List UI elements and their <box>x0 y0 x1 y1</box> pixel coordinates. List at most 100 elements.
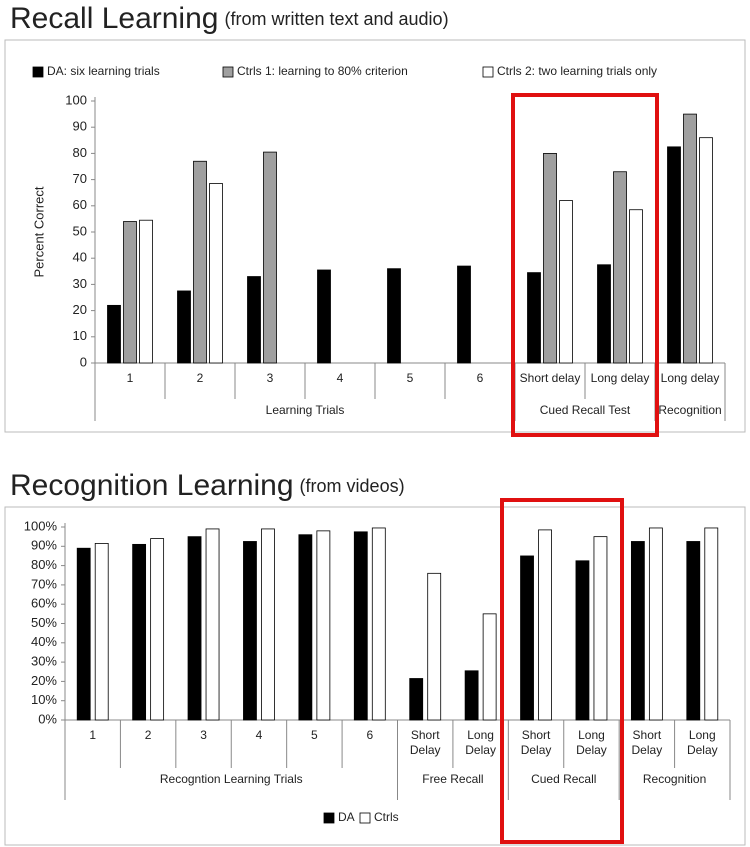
legend-label: Ctrls 2: two learning trials only <box>497 64 657 78</box>
bar <box>387 268 401 364</box>
bar <box>94 543 109 721</box>
group-label: Recognition <box>658 403 721 417</box>
group-label: Recogntion Learning Trials <box>160 772 303 786</box>
bar <box>686 541 701 721</box>
bar <box>247 276 261 364</box>
legend-swatch <box>323 812 335 824</box>
bar <box>482 613 497 721</box>
bar <box>177 290 191 364</box>
legend-label: Ctrls 1: learning to 80% criterion <box>237 64 408 78</box>
bar <box>123 221 137 364</box>
bar <box>193 160 207 364</box>
group-label: Recognition <box>643 772 706 786</box>
x-tick-label: 3 <box>200 728 207 742</box>
bar <box>520 555 534 721</box>
title-sub: (from written text and audio) <box>224 9 448 29</box>
bar <box>593 536 608 721</box>
legend-swatch <box>222 66 234 78</box>
x-tick-label: Short Delay <box>520 728 552 757</box>
y-tick-label: 10 <box>73 328 87 343</box>
y-tick-label: 80 <box>73 145 87 160</box>
bar <box>132 543 147 721</box>
bar <box>699 137 713 364</box>
bar <box>243 541 257 721</box>
y-tick-label: 10% <box>31 692 57 707</box>
bar <box>139 219 153 364</box>
y-tick-label: 0% <box>38 711 57 726</box>
bar <box>559 200 573 364</box>
bar <box>187 536 202 721</box>
bar <box>261 528 275 721</box>
x-tick-label: Long Delay <box>465 728 496 757</box>
legend-swatch <box>482 66 494 78</box>
bar <box>648 527 663 721</box>
x-tick-label: 5 <box>406 371 414 385</box>
bar <box>464 670 479 721</box>
y-tick-label: 40% <box>31 634 57 649</box>
bar <box>107 304 121 364</box>
chart-title: Recognition Learning (from videos) <box>10 469 405 502</box>
y-tick-label: 70 <box>73 171 87 186</box>
bar <box>613 171 627 364</box>
x-tick-label: Short Delay <box>409 728 441 757</box>
panel <box>4 506 746 846</box>
chart-title: Recall Learning (from written text and au… <box>10 2 449 35</box>
legend-swatch <box>32 66 44 78</box>
y-tick-label: 20 <box>73 302 87 317</box>
y-tick-label: 80% <box>31 557 57 572</box>
y-tick-label: 100% <box>24 518 58 533</box>
x-tick-label: 4 <box>255 728 263 742</box>
x-tick-label: 6 <box>366 728 374 742</box>
bar <box>683 113 697 364</box>
bar <box>704 527 719 721</box>
y-tick-label: 60 <box>73 197 87 212</box>
y-tick-label: 50 <box>73 223 87 238</box>
bar <box>316 530 331 721</box>
bar <box>667 146 681 364</box>
x-tick-label: 1 <box>89 728 97 742</box>
y-tick-label: 60% <box>31 596 57 611</box>
bar <box>371 527 386 721</box>
bar <box>543 152 557 364</box>
legend-label: Ctrls <box>374 810 399 824</box>
y-tick-label: 100 <box>65 92 87 107</box>
bar <box>457 265 471 364</box>
bar <box>409 678 424 721</box>
y-tick-label: 20% <box>31 673 57 688</box>
highlight-box <box>500 498 624 844</box>
group-label: Free Recall <box>422 772 483 786</box>
x-tick-label: Long Delay <box>686 728 718 757</box>
legend-label: DA <box>338 810 355 824</box>
group-label: Learning Trials <box>266 403 345 417</box>
x-tick-label: Long Delay <box>576 728 607 757</box>
y-tick-label: 70% <box>31 576 57 591</box>
x-tick-label: Long delay <box>660 371 720 385</box>
y-tick-label: 50% <box>31 615 57 630</box>
x-tick-label: 2 <box>144 728 152 742</box>
group-label: Cued Recall Test <box>540 403 631 417</box>
title-sub: (from videos) <box>300 476 405 496</box>
bar <box>76 547 91 721</box>
y-tick-label: 40 <box>73 250 87 265</box>
bar <box>629 209 643 364</box>
bar <box>205 528 220 721</box>
y-axis-label: Percent Correct <box>31 186 46 277</box>
bar <box>575 560 590 721</box>
y-tick-label: 30% <box>31 654 57 669</box>
bar <box>527 272 541 364</box>
y-tick-label: 0 <box>80 354 87 369</box>
legend-swatch <box>359 812 371 824</box>
x-tick-label: 3 <box>266 371 274 385</box>
x-tick-label: 1 <box>126 371 134 385</box>
bar <box>209 183 223 364</box>
x-tick-label: Short delay <box>519 371 581 385</box>
bar <box>538 529 552 721</box>
x-tick-label: 5 <box>311 728 318 742</box>
legend-label: DA: six learning trials <box>47 64 160 78</box>
bar <box>427 572 442 721</box>
y-tick-label: 90% <box>31 538 57 553</box>
group-label: Cued Recall <box>531 772 596 786</box>
x-tick-label: Long delay <box>590 371 650 385</box>
